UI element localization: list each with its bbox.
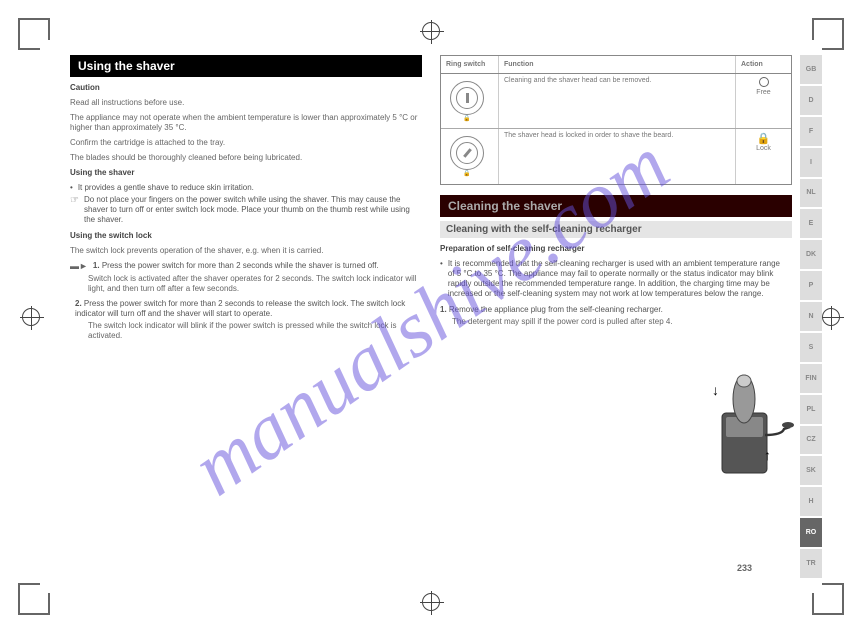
switch-lock-text: The switch lock prevents operation of th… [70, 246, 422, 256]
caution-label: Caution [70, 83, 100, 92]
using-shaver-label: Using the shaver [70, 168, 134, 177]
step-2: 2. Press the power switch for more than … [70, 299, 422, 319]
th-action: Action [736, 56, 791, 73]
section-header-cleaning: Cleaning the shaver [440, 195, 792, 217]
lock-label-icon-2: 🔒 [463, 170, 470, 177]
free-circle-icon [759, 77, 769, 87]
lang-tab[interactable]: E [800, 209, 822, 238]
svg-text:↑: ↑ [764, 447, 771, 463]
prep-label: Preparation of self-cleaning recharger [440, 244, 585, 253]
lang-tab[interactable]: F [800, 117, 822, 146]
lang-tab[interactable]: H [800, 487, 822, 516]
intro-1: The appliance may not operate when the a… [70, 113, 422, 133]
lock-label-icon: 🔒 [463, 115, 470, 122]
lang-tab[interactable]: GB [800, 55, 822, 84]
charger-figure: ↓ ↑ [702, 365, 797, 480]
language-tabs: GB D F I NL E DK P N S FIN PL CZ SK H RO… [800, 55, 822, 578]
right-column: Ring switch Function Action 🔒 Cleaning a… [440, 55, 792, 578]
lang-tab[interactable]: D [800, 86, 822, 115]
step-3: 1. Remove the appliance plug from the se… [440, 305, 792, 315]
lock-icon: 🔒 [757, 133, 771, 145]
lang-tab[interactable]: PL [800, 395, 822, 424]
row2-action-text: Lock [756, 145, 771, 152]
step1-num: 1. [93, 261, 100, 270]
dial-free-icon: 🔒 [450, 81, 484, 115]
page-number: 233 [737, 563, 752, 573]
lang-tab[interactable]: DK [800, 240, 822, 269]
lang-tab[interactable]: TR [800, 549, 822, 578]
caution-text: Read all instructions before use. [70, 98, 422, 108]
prep-item-1-text: It is recommended that the self-cleaning… [448, 259, 792, 299]
step3-sub: The detergent may spill if the power cor… [440, 317, 792, 327]
dial-lock-icon: 🔒 [450, 136, 484, 170]
page-spread: Using the shaver Caution Read all instru… [70, 55, 792, 578]
lang-tab[interactable]: NL [800, 179, 822, 208]
prep-item-1: •It is recommended that the self-cleanin… [440, 259, 792, 299]
step-1: ▬► 1. Press the power switch for more th… [70, 261, 422, 272]
left-column: Using the shaver Caution Read all instru… [70, 55, 422, 578]
lang-tab[interactable]: P [800, 271, 822, 300]
intro-2: Confirm the cartridge is attached to the… [70, 138, 422, 148]
using-item-2: ☞Do not place your fingers on the power … [70, 195, 422, 225]
row1-function: Cleaning and the shaver head can be remo… [499, 74, 736, 128]
subhead-self-cleaning: Cleaning with the self-cleaning recharge… [440, 221, 792, 238]
th-ring: Ring switch [441, 56, 499, 73]
step1-text: Press the power switch for more than 2 s… [102, 261, 379, 270]
step1-sub: Switch lock is activated after the shave… [70, 274, 422, 294]
step2-text: Press the power switch for more than 2 s… [75, 299, 405, 318]
lang-tab[interactable]: I [800, 148, 822, 177]
using-item-1-text: It provides a gentle shave to reduce ski… [78, 183, 254, 193]
using-item-1: •It provides a gentle shave to reduce sk… [70, 183, 422, 193]
lang-tab[interactable]: N [800, 302, 822, 331]
row2-function: The shaver head is locked in order to sh… [499, 129, 736, 184]
step3-num: 1. [440, 305, 447, 314]
section-header-using: Using the shaver [70, 55, 422, 77]
lang-tab[interactable]: S [800, 333, 822, 362]
ring-switch-table: Ring switch Function Action 🔒 Cleaning a… [440, 55, 792, 185]
hand-icon: ☞ [70, 195, 79, 225]
lang-tab[interactable]: CZ [800, 426, 822, 455]
using-item-2-text: Do not place your fingers on the power s… [84, 195, 422, 225]
lang-tab-active[interactable]: RO [800, 518, 822, 547]
lang-tab[interactable]: SK [800, 456, 822, 485]
intro-3: The blades should be thoroughly cleaned … [70, 153, 422, 163]
lang-tab[interactable]: FIN [800, 364, 822, 393]
th-function: Function [499, 56, 736, 73]
step2-num: 2. [75, 299, 82, 308]
svg-text:↓: ↓ [712, 382, 719, 398]
switch-lock-label: Using the switch lock [70, 231, 152, 240]
row1-action-text: Free [756, 89, 770, 96]
step2-sub: The switch lock indicator will blink if … [70, 321, 422, 341]
plug-icon: ▬► [70, 261, 88, 272]
step3-text: Remove the appliance plug from the self-… [449, 305, 663, 314]
